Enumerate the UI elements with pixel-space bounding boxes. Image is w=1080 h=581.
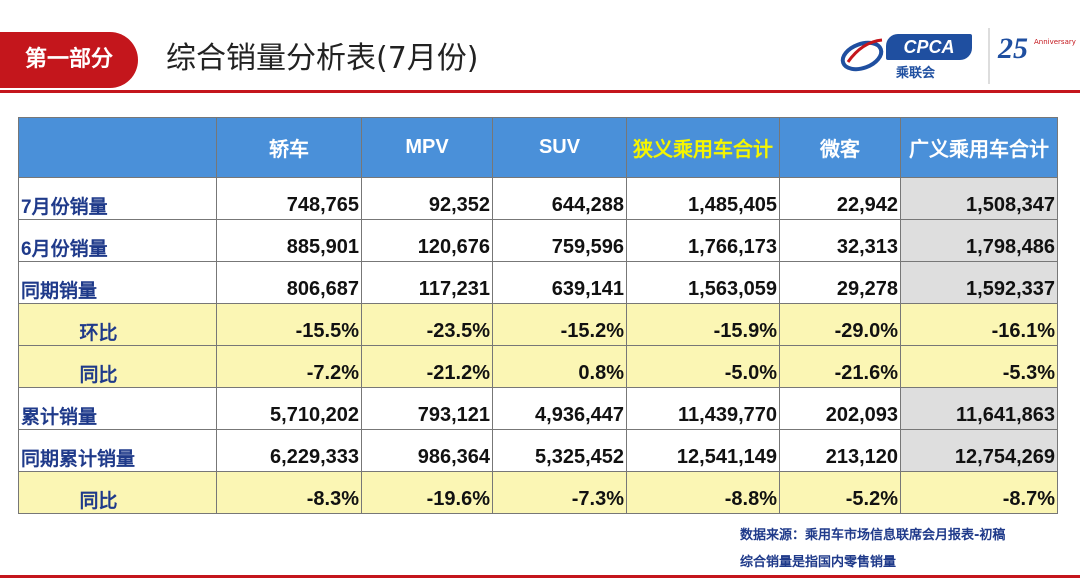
table-cell: -15.2% [492, 303, 627, 346]
table-cell: -5.0% [626, 345, 780, 388]
table-cell: 1,508,347 [900, 177, 1058, 220]
source-note: 数据来源：乘用车市场信息联席会月报表-初稿 [740, 528, 1006, 543]
table-cell: 11,641,863 [900, 387, 1058, 430]
column-header: SUV [492, 117, 627, 178]
table-cell: -7.3% [492, 471, 627, 514]
footer-divider [0, 575, 1080, 578]
table-row: 同期累计销量 6,229,333 986,364 5,325,452 12,54… [18, 429, 1058, 472]
row-label: 7月份销量 [18, 177, 217, 220]
column-header: 微客 [779, 117, 901, 178]
table-cell: 1,766,173 [626, 219, 780, 262]
row-label: 6月份销量 [18, 219, 217, 262]
table-cell: 120,676 [361, 219, 493, 262]
table-row: 同期销量 806,687 117,231 639,141 1,563,059 2… [18, 261, 1058, 304]
table-cell: -16.1% [900, 303, 1058, 346]
table-cell: 885,901 [216, 219, 362, 262]
table-cell: -29.0% [779, 303, 901, 346]
anniversary-logo: 25 Anniversary [988, 28, 1078, 84]
table-row: 同比 -8.3% -19.6% -7.3% -8.8% -5.2% -8.7% [18, 471, 1058, 514]
row-label: 同期销量 [18, 261, 217, 304]
table-cell: 213,120 [779, 429, 901, 472]
table-cell: 1,592,337 [900, 261, 1058, 304]
row-label: 同比 [18, 345, 217, 388]
table-cell: 11,439,770 [626, 387, 780, 430]
table-header-row: 轿车 MPV SUV 狭义乘用车合计 微客 广义乘用车合计 [18, 117, 1058, 178]
anniversary-text: Anniversary [1034, 38, 1076, 46]
page-title: 综合销量分析表(7月份) [166, 41, 479, 76]
table-cell: -21.6% [779, 345, 901, 388]
cpca-swoosh-icon [840, 38, 884, 72]
row-label: 累计销量 [18, 387, 217, 430]
table-cell: 202,093 [779, 387, 901, 430]
table-cell: -8.7% [900, 471, 1058, 514]
table-cell: 1,798,486 [900, 219, 1058, 262]
table-row: 6月份销量 885,901 120,676 759,596 1,766,173 … [18, 219, 1058, 262]
table-cell: 22,942 [779, 177, 901, 220]
table-cell: 12,541,149 [626, 429, 780, 472]
table-cell: 986,364 [361, 429, 493, 472]
table-cell: -7.2% [216, 345, 362, 388]
sales-table: 轿车 MPV SUV 狭义乘用车合计 微客 广义乘用车合计 7月份销量 748,… [18, 117, 1058, 514]
table-cell: 32,313 [779, 219, 901, 262]
logo-sub: 乘联会 [896, 66, 936, 81]
anniversary-number: 25 [998, 32, 1028, 65]
table-cell: 759,596 [492, 219, 627, 262]
table-cell: 644,288 [492, 177, 627, 220]
table-cell: -21.2% [361, 345, 493, 388]
table-cell: 1,485,405 [626, 177, 780, 220]
table-cell: -19.6% [361, 471, 493, 514]
header-bar: 第一部分 综合销量分析表(7月份) CPCA 乘联会 25 Anniversar… [0, 0, 1080, 94]
table-cell: -8.8% [626, 471, 780, 514]
table-cell: 12,754,269 [900, 429, 1058, 472]
table-cell: 5,325,452 [492, 429, 627, 472]
row-label: 同比 [18, 471, 217, 514]
table-row: 环比 -15.5% -23.5% -15.2% -15.9% -29.0% -1… [18, 303, 1058, 346]
table-row: 累计销量 5,710,202 793,121 4,936,447 11,439,… [18, 387, 1058, 430]
logo: CPCA 乘联会 25 Anniversary [838, 28, 1076, 84]
table-cell: 4,936,447 [492, 387, 627, 430]
table-row: 7月份销量 748,765 92,352 644,288 1,485,405 2… [18, 177, 1058, 220]
definition-note: 综合销量是指国内零售销量 [740, 555, 897, 570]
header-divider [0, 90, 1080, 93]
row-label: 同期累计销量 [18, 429, 217, 472]
table-cell: 0.8% [492, 345, 627, 388]
column-header [18, 117, 217, 178]
column-header: 轿车 [216, 117, 362, 178]
table-cell: 1,563,059 [626, 261, 780, 304]
column-header: MPV [361, 117, 493, 178]
table-cell: 29,278 [779, 261, 901, 304]
table-cell: 806,687 [216, 261, 362, 304]
table-cell: 748,765 [216, 177, 362, 220]
table-cell: -8.3% [216, 471, 362, 514]
table-cell: 639,141 [492, 261, 627, 304]
table-cell: -23.5% [361, 303, 493, 346]
table-cell: 92,352 [361, 177, 493, 220]
table-cell: 793,121 [361, 387, 493, 430]
table-cell: -15.5% [216, 303, 362, 346]
table-cell: 5,710,202 [216, 387, 362, 430]
section-label: 第一部分 [0, 32, 138, 88]
table-cell: 6,229,333 [216, 429, 362, 472]
table-cell: -5.2% [779, 471, 901, 514]
logo-brand: CPCA [886, 34, 972, 60]
table-cell: 117,231 [361, 261, 493, 304]
column-header: 狭义乘用车合计 [626, 117, 780, 178]
table-cell: -15.9% [626, 303, 780, 346]
column-header: 广义乘用车合计 [900, 117, 1058, 178]
table-cell: -5.3% [900, 345, 1058, 388]
row-label: 环比 [18, 303, 217, 346]
table-row: 同比 -7.2% -21.2% 0.8% -5.0% -21.6% -5.3% [18, 345, 1058, 388]
